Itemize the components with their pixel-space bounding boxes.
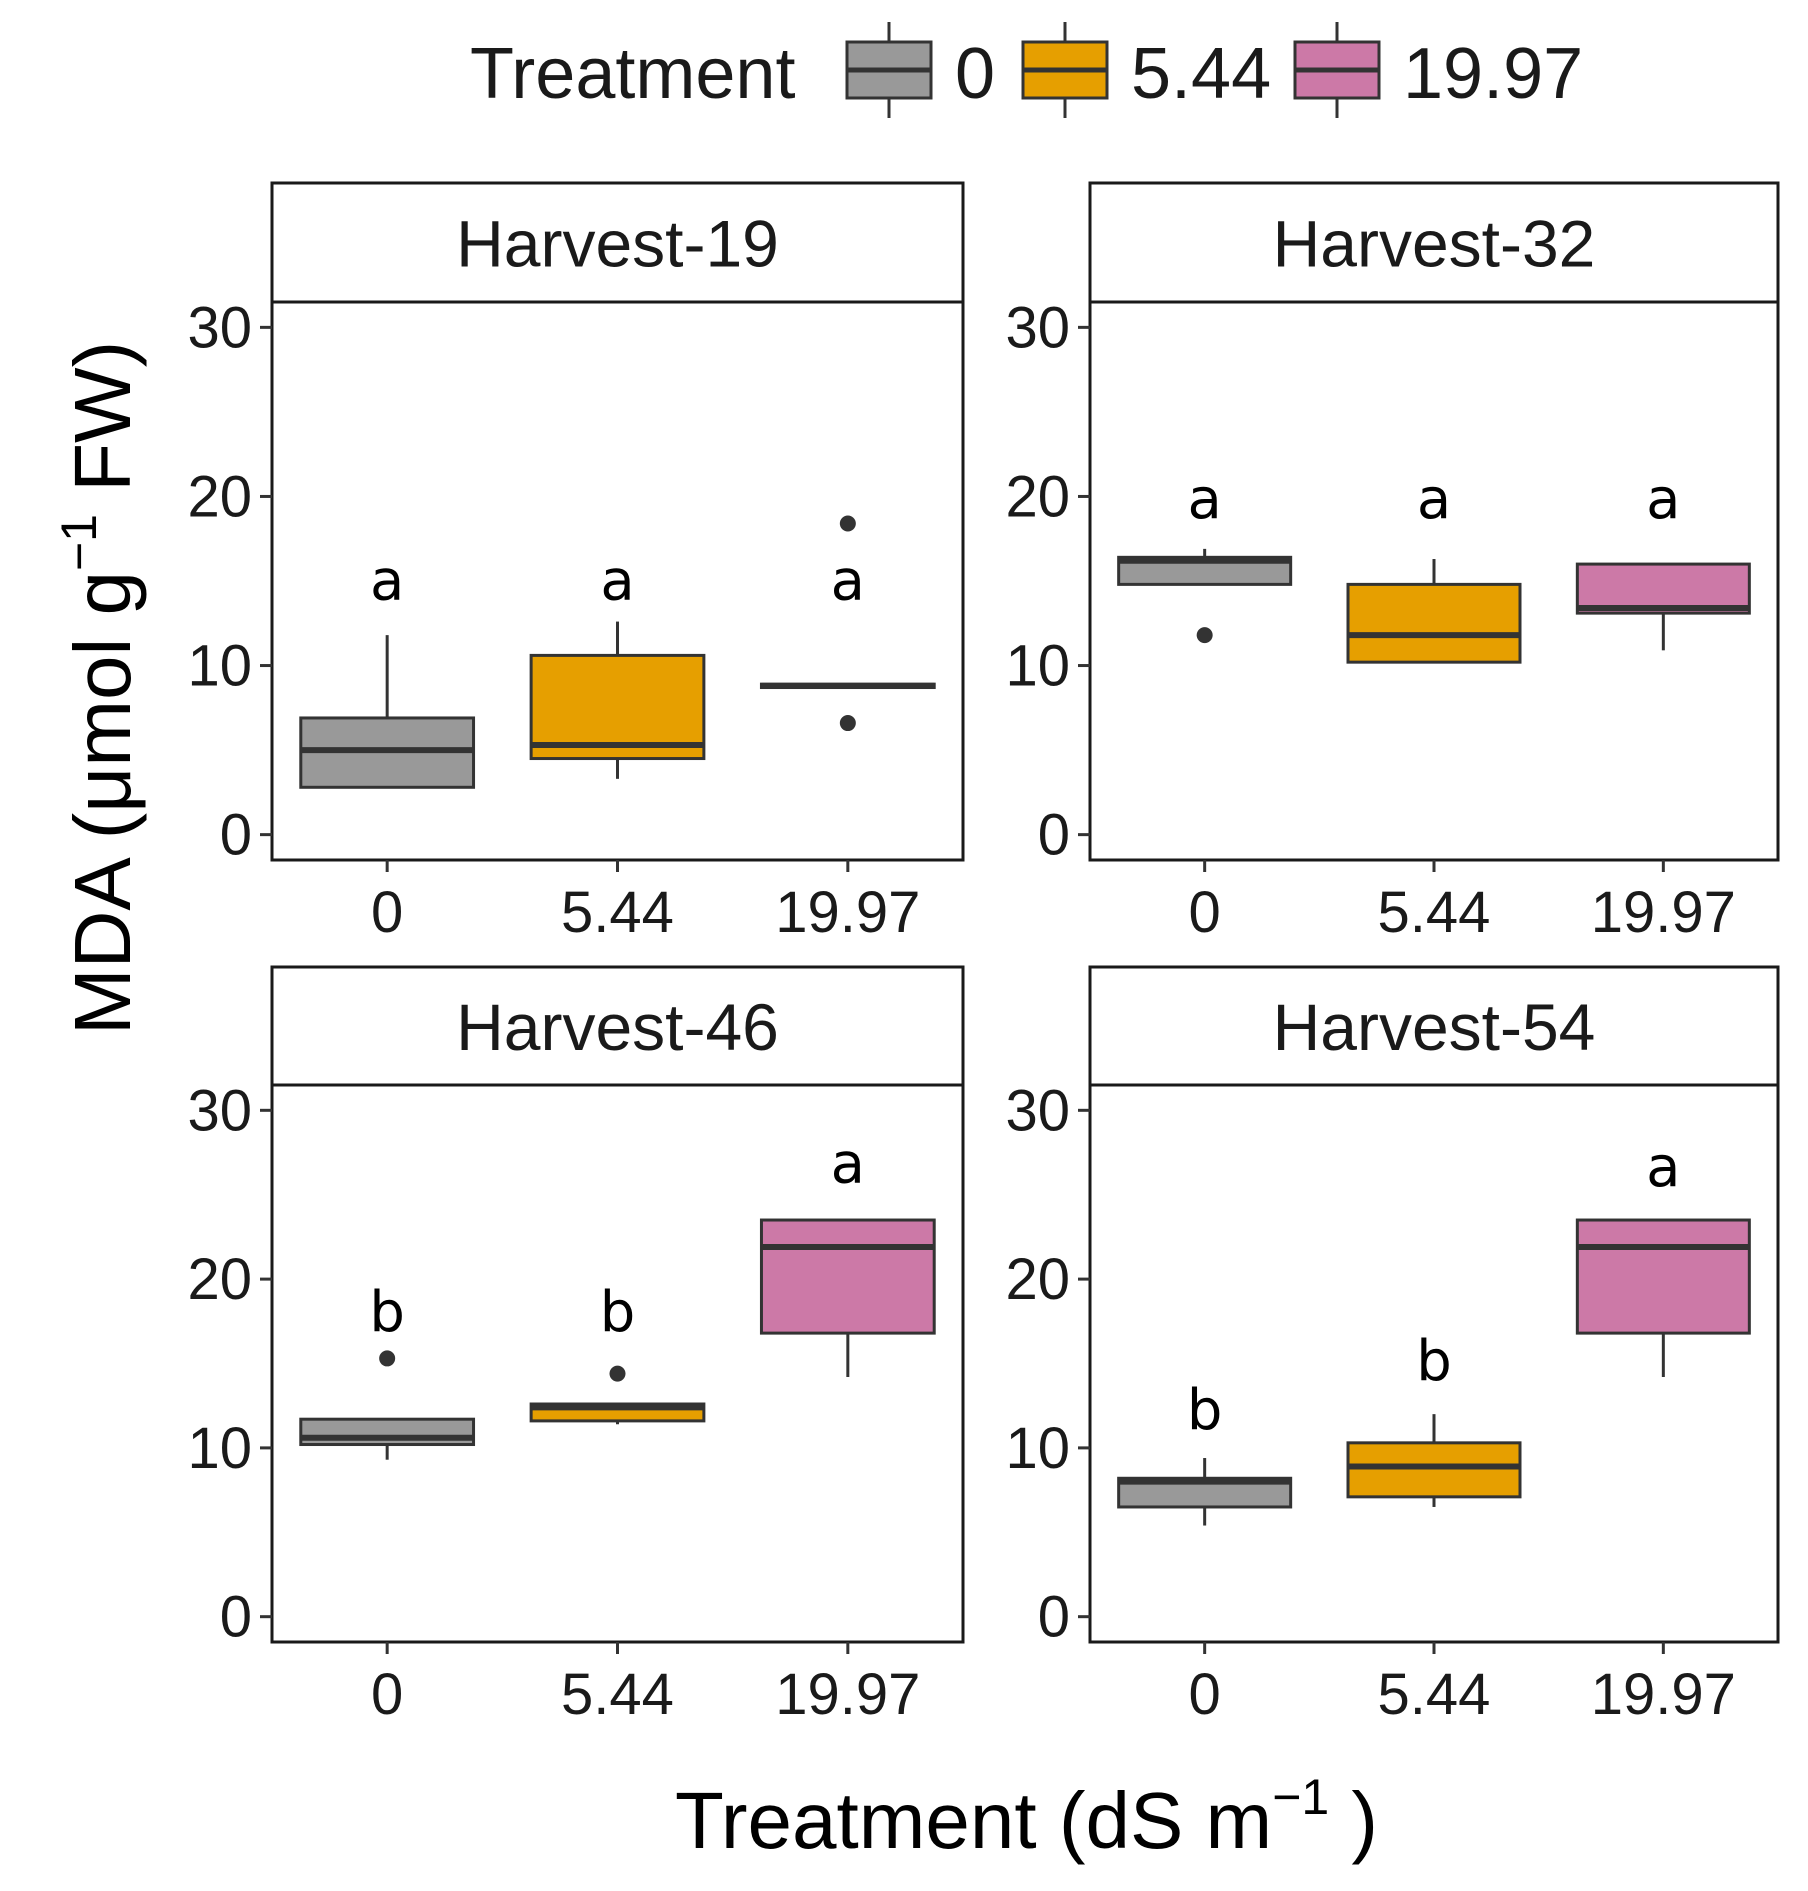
significance-letter: a	[370, 548, 404, 613]
facet-strip-label: Harvest-46	[456, 990, 779, 1064]
facet-strip	[1088, 181, 1780, 304]
significance-letter: a	[1188, 467, 1222, 532]
y-tick-label: 20	[1005, 1247, 1070, 1312]
legend-label: 5.44	[1131, 34, 1271, 114]
outlier-point	[379, 1350, 396, 1367]
box-iqr	[1575, 1218, 1751, 1335]
facet-strip-label: Harvest-19	[456, 207, 779, 281]
y-tick-label: 0	[1038, 803, 1070, 868]
significance-letter: b	[369, 1280, 405, 1345]
y-tick-label: 10	[1005, 1416, 1070, 1481]
legend-entry-0: 0	[845, 22, 995, 118]
box-0: a	[1117, 467, 1293, 644]
facet-strip	[270, 181, 965, 304]
x-tick-label: 0	[371, 880, 403, 945]
x-tick-label: 0	[1189, 1662, 1221, 1727]
x-tick-label: 19.97	[1591, 1662, 1736, 1727]
facet-strip-label: Harvest-32	[1273, 207, 1596, 281]
x-tick-label: 19.97	[775, 880, 920, 945]
y-tick-label: 20	[1005, 464, 1070, 529]
legend-entry-5.44: 5.44	[1021, 22, 1271, 118]
box-0: a	[299, 548, 476, 789]
outlier-point	[839, 515, 856, 532]
legend-title: Treatment	[470, 34, 795, 114]
box-iqr	[529, 653, 706, 761]
significance-letter: a	[1646, 467, 1680, 532]
box-iqr	[1346, 582, 1522, 664]
legend-entry-19.97: 19.97	[1293, 22, 1583, 118]
y-axis-label-superscript: −1	[51, 514, 107, 571]
outlier-point	[839, 715, 856, 732]
panel-Harvest-46: Harvest-46 0 10 20 30 0 5.44 19.97 b b a	[187, 965, 965, 1727]
box-19.97: a	[1575, 467, 1751, 651]
y-tick-label: 0	[220, 1585, 252, 1650]
significance-letter: b	[600, 1280, 636, 1345]
significance-letter: b	[1416, 1329, 1452, 1394]
y-axis-label-main: MDA (μmol g	[58, 571, 147, 1035]
legend-items: 0 5.44 19.97	[845, 22, 1583, 118]
x-tick-label: 0	[371, 1662, 403, 1727]
y-tick-label: 10	[1005, 634, 1070, 699]
box-5.44: a	[529, 548, 706, 779]
x-axis-label: Treatment (dS m−1 )	[675, 1769, 1378, 1865]
x-tick-label: 0	[1189, 880, 1221, 945]
significance-letter: a	[831, 548, 865, 613]
box-0: b	[299, 1280, 476, 1460]
x-tick-label: 5.44	[1378, 1662, 1491, 1727]
y-tick-label: 10	[187, 1416, 252, 1481]
legend-label: 0	[955, 34, 995, 114]
x-tick-label: 5.44	[561, 1662, 674, 1727]
box-19.97: a	[1575, 1135, 1751, 1378]
x-axis-label-main: Treatment (dS m	[675, 1776, 1272, 1865]
x-axis-label-superscript: −1	[1272, 1769, 1329, 1825]
y-tick-label: 30	[187, 1078, 252, 1143]
significance-letter: a	[1646, 1135, 1680, 1200]
significance-letter: b	[1187, 1378, 1223, 1443]
y-tick-label: 20	[187, 1247, 252, 1312]
panel-Harvest-32: Harvest-32 0 10 20 30 0 5.44 19.97 a a a	[1005, 181, 1780, 945]
outlier-point	[1196, 627, 1213, 644]
box-5.44: b	[529, 1280, 706, 1425]
x-tick-label: 19.97	[1591, 880, 1736, 945]
y-axis-label: MDA (μmol g−1 FW)	[51, 341, 147, 1035]
y-tick-label: 30	[1005, 295, 1070, 360]
y-tick-label: 10	[187, 634, 252, 699]
outlier-point	[609, 1365, 626, 1382]
x-tick-label: 19.97	[775, 1662, 920, 1727]
box-5.44: b	[1346, 1329, 1522, 1507]
y-axis-label-end: FW)	[58, 341, 147, 514]
facet-strip	[270, 965, 965, 1087]
x-tick-label: 5.44	[1378, 880, 1491, 945]
significance-letter: a	[1417, 467, 1451, 532]
facet-strip	[1088, 965, 1780, 1087]
box-0: b	[1117, 1378, 1293, 1526]
y-tick-label: 0	[1038, 1585, 1070, 1650]
significance-letter: a	[831, 1132, 865, 1197]
significance-letter: a	[600, 548, 634, 613]
x-tick-label: 5.44	[561, 880, 674, 945]
panel-Harvest-19: Harvest-19 0 10 20 30 0 5.44 19.97 a a a	[187, 181, 965, 945]
facet-strip-label: Harvest-54	[1273, 990, 1596, 1064]
y-tick-label: 30	[1005, 1078, 1070, 1143]
box-5.44: a	[1346, 467, 1522, 664]
legend-label: 19.97	[1403, 34, 1583, 114]
box-19.97: a	[759, 1132, 936, 1378]
y-tick-label: 30	[187, 295, 252, 360]
box-iqr	[1346, 1441, 1522, 1499]
y-tick-label: 20	[187, 464, 252, 529]
x-axis-label-end: )	[1329, 1776, 1378, 1865]
y-tick-label: 0	[220, 803, 252, 868]
legend: Treatment 0 5.44 19.97	[470, 22, 1583, 118]
panel-Harvest-54: Harvest-54 0 10 20 30 0 5.44 19.97 b b a	[1005, 965, 1780, 1727]
box-19.97: a	[759, 515, 936, 732]
box-iqr	[1575, 562, 1751, 615]
box-iqr	[759, 1218, 936, 1335]
